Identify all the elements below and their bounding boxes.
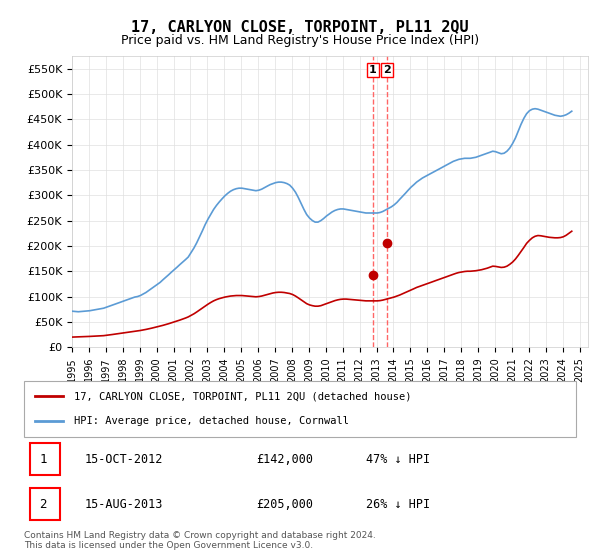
Text: 15-AUG-2013: 15-AUG-2013 [85, 497, 163, 511]
Text: 1: 1 [369, 65, 377, 74]
Text: 1: 1 [40, 452, 47, 466]
Text: Price paid vs. HM Land Registry's House Price Index (HPI): Price paid vs. HM Land Registry's House … [121, 34, 479, 46]
FancyBboxPatch shape [29, 488, 60, 520]
Text: 47% ↓ HPI: 47% ↓ HPI [366, 452, 430, 466]
FancyBboxPatch shape [24, 381, 576, 437]
Text: 15-OCT-2012: 15-OCT-2012 [85, 452, 163, 466]
Text: £142,000: £142,000 [256, 452, 313, 466]
Text: 2: 2 [383, 65, 391, 74]
Text: 2: 2 [40, 497, 47, 511]
Text: 17, CARLYON CLOSE, TORPOINT, PL11 2QU (detached house): 17, CARLYON CLOSE, TORPOINT, PL11 2QU (d… [74, 391, 411, 402]
Text: HPI: Average price, detached house, Cornwall: HPI: Average price, detached house, Corn… [74, 416, 349, 426]
Text: 17, CARLYON CLOSE, TORPOINT, PL11 2QU: 17, CARLYON CLOSE, TORPOINT, PL11 2QU [131, 20, 469, 35]
Text: 26% ↓ HPI: 26% ↓ HPI [366, 497, 430, 511]
FancyBboxPatch shape [29, 443, 60, 475]
Text: Contains HM Land Registry data © Crown copyright and database right 2024.
This d: Contains HM Land Registry data © Crown c… [24, 530, 376, 550]
Text: £205,000: £205,000 [256, 497, 313, 511]
